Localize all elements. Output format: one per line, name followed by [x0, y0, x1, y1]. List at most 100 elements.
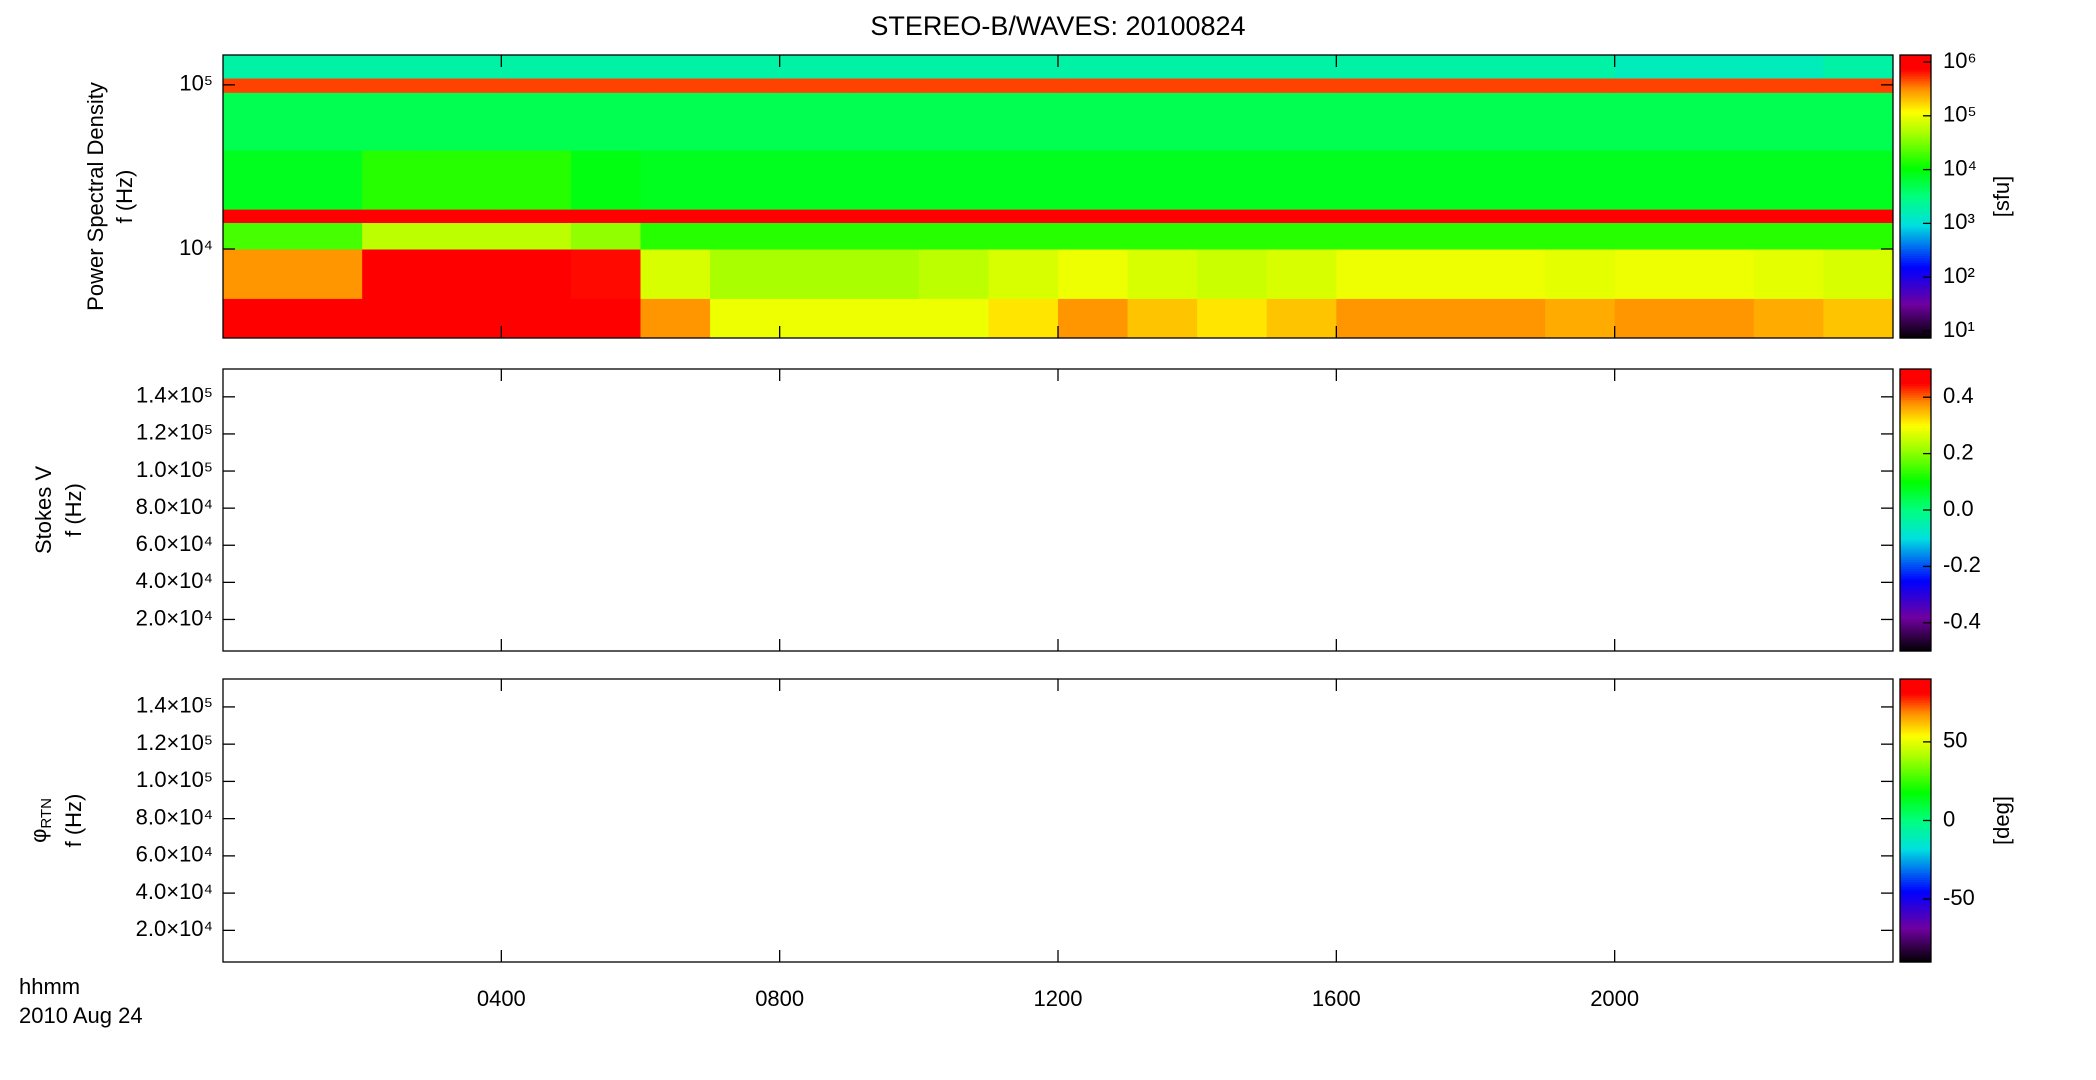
y-label: Power Spectral Density [83, 82, 108, 311]
heatmap-cell [1823, 150, 1894, 210]
heatmap-cell [1545, 92, 1616, 151]
colorbar-segment [1900, 161, 1931, 165]
heatmap-cell [431, 55, 502, 79]
colorbar-segment [1900, 286, 1931, 290]
colorbar-segment [1900, 803, 1931, 807]
colorbar-segment [1900, 498, 1931, 502]
heatmap-cell [1197, 298, 1268, 339]
colorbar-segment [1900, 465, 1931, 469]
heatmap-cell [1336, 209, 1407, 224]
heatmap-cell [988, 150, 1059, 210]
colorbar-segment [1900, 870, 1931, 873]
heatmap-cell [1127, 92, 1198, 151]
colorbar-segment [1900, 877, 1931, 881]
heatmap-cell [779, 249, 850, 299]
heatmap-cell [570, 209, 641, 224]
colorbar-segment [1900, 829, 1931, 833]
heatmap-cell [1545, 78, 1616, 93]
colorbar-segment [1900, 491, 1931, 495]
colorbar-segment [1900, 950, 1931, 954]
colorbar-segment [1900, 312, 1931, 316]
heatmap-cell [1614, 150, 1685, 210]
colorbar-tick-label: 10² [1943, 263, 1975, 288]
colorbar-segment [1900, 688, 1931, 692]
colorbar-segment [1900, 227, 1931, 231]
heatmap-cell [1266, 78, 1337, 93]
title: STEREO-B/WAVES: 20100824 [870, 11, 1245, 41]
colorbar-segment [1900, 714, 1931, 718]
colorbar-segment [1900, 408, 1931, 412]
colorbar-segment [1900, 257, 1931, 261]
colorbar-segment [1900, 113, 1931, 117]
heatmap-cell [1127, 209, 1198, 224]
colorbar-segment [1900, 931, 1931, 935]
colorbar-segment [1900, 95, 1931, 99]
colorbar-segment [1900, 575, 1931, 579]
heatmap-cell [1405, 92, 1476, 151]
heatmap-cell [1684, 150, 1755, 210]
colorbar-segment [1900, 822, 1931, 826]
y-label-symbol: φRTN [26, 798, 55, 843]
heatmap-cell [1058, 222, 1129, 250]
colorbar-segment [1900, 957, 1931, 961]
heatmap-cell [1684, 78, 1755, 93]
heatmap-cell [1058, 78, 1129, 93]
colorbar-segment [1900, 380, 1931, 384]
colorbar-segment [1900, 643, 1931, 647]
colorbar-segment [1900, 742, 1931, 746]
x-tick-label: 1200 [1034, 986, 1083, 1011]
colorbar-segment [1900, 747, 1931, 751]
colorbar-segment [1900, 109, 1931, 113]
colorbar-segment [1900, 387, 1931, 391]
colorbar-segment [1900, 222, 1931, 226]
heatmap-cell [223, 92, 294, 151]
colorbar-segment [1900, 775, 1931, 779]
colorbar-segment [1900, 594, 1931, 598]
colorbar-segment [1900, 484, 1931, 488]
y-label: f (Hz) [112, 170, 137, 224]
y-tick-label: 1.2×10⁵ [136, 730, 213, 755]
colorbar-segment [1900, 945, 1931, 949]
colorbar-segment [1900, 474, 1931, 478]
heatmap-cell [918, 150, 989, 210]
colorbar-segment [1900, 531, 1931, 535]
heatmap-cell [1614, 209, 1685, 224]
heatmap-cell [1266, 298, 1337, 339]
colorbar-segment [1900, 808, 1931, 812]
colorbar-segment [1900, 566, 1931, 570]
heatmap-cell [640, 92, 711, 151]
colorbar-segment [1900, 137, 1931, 141]
colorbar-segment [1900, 627, 1931, 631]
heatmap-cell [1197, 78, 1268, 93]
colorbar-segment [1900, 201, 1931, 205]
heatmap-cell [988, 298, 1059, 339]
heatmap-cell [223, 150, 294, 210]
colorbar-segment [1900, 552, 1931, 556]
colorbar-segment [1900, 229, 1931, 233]
colorbar-segment [1900, 834, 1931, 838]
y-tick-label: 10⁵ [179, 71, 213, 96]
heatmap-cell [1336, 92, 1407, 151]
colorbar-segment [1900, 463, 1931, 466]
colorbar-segment [1900, 76, 1931, 80]
y-tick-label: 2.0×10⁴ [136, 916, 213, 941]
colorbar-segment [1900, 900, 1931, 904]
colorbar-segment [1900, 69, 1931, 73]
colorbar-segment [1900, 533, 1931, 537]
colorbar-segment [1900, 55, 1931, 58]
colorbar-segment [1900, 749, 1931, 753]
heatmap-cell [292, 209, 363, 224]
heatmap-cell [1545, 222, 1616, 250]
heatmap-cell [362, 55, 433, 79]
heatmap-cell [362, 92, 433, 151]
colorbar-segment [1900, 726, 1931, 730]
colorbar-segment [1900, 149, 1931, 153]
heatmap-cell [1266, 92, 1337, 151]
heatmap-cell [1753, 249, 1824, 299]
colorbar-segment [1900, 938, 1931, 942]
heatmap-cell [779, 222, 850, 250]
colorbar-tick-label: 10³ [1943, 209, 1975, 234]
colorbar-segment [1900, 792, 1931, 796]
colorbar-segment [1900, 290, 1931, 294]
date-label: 2010 Aug 24 [19, 1003, 143, 1028]
